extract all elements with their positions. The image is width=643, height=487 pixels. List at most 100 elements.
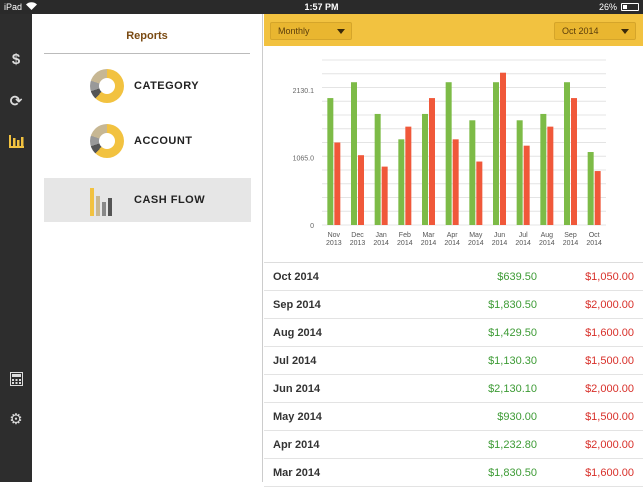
- report-cash-flow-label: CASH FLOW: [134, 194, 206, 206]
- period-dropdown[interactable]: Monthly: [270, 22, 352, 40]
- x-tick-label: Aug 2014: [539, 232, 555, 247]
- row-income: $639.50: [497, 271, 537, 283]
- table-row[interactable]: Jul 2014 $1,130.30 $1,500.00: [264, 347, 643, 375]
- x-tick-label: Dec 2013: [350, 232, 366, 247]
- row-month: Apr 2014: [273, 439, 320, 451]
- row-month: Jul 2014: [273, 355, 317, 367]
- expense-bar: [547, 126, 554, 225]
- x-tick-label: Nov 2013: [326, 232, 342, 247]
- income-bar: [493, 82, 499, 225]
- expense-bar: [381, 166, 388, 225]
- income-bar: [445, 82, 452, 225]
- row-income: $1,429.50: [488, 327, 537, 339]
- row-expense: $2,000.00: [585, 299, 634, 311]
- row-month: Oct 2014: [273, 271, 319, 283]
- income-bar: [422, 113, 428, 225]
- expense-bar: [571, 98, 577, 225]
- income-bar: [469, 120, 476, 225]
- report-cash-flow[interactable]: CASH FLOW: [44, 178, 251, 222]
- row-expense: $1,600.00: [585, 327, 634, 339]
- x-tick-label: Jan 2014: [373, 232, 389, 247]
- x-tick-label: Jun 2014: [492, 232, 508, 247]
- cash-flow-chart-svg: 0 1065.0 2130.1 Nov 2013 Dec 2013 Jan 2014 Feb 201…: [293, 59, 606, 247]
- reports-icon[interactable]: [0, 126, 32, 156]
- row-month: Aug 2014: [273, 327, 322, 339]
- battery-icon: [621, 3, 639, 11]
- donut-chart-icon: [90, 69, 124, 103]
- expense-bar: [594, 171, 601, 225]
- income-bar: [374, 113, 381, 225]
- row-income: $1,830.50: [488, 467, 537, 479]
- reports-panel: Reports CATEGORY ACCOUNT CASH FLOW: [32, 14, 263, 482]
- expense-bar: [452, 139, 459, 225]
- chevron-down-icon: [621, 29, 629, 34]
- y-tick-label: 2130.1: [293, 88, 315, 95]
- row-expense: $1,600.00: [585, 467, 634, 479]
- row-income: $2,130.10: [488, 383, 537, 395]
- wifi-icon: [26, 0, 38, 14]
- row-expense: $2,000.00: [585, 439, 634, 451]
- x-tick-label: May 2014: [468, 232, 484, 247]
- table-row[interactable]: May 2014 $930.00 $1,500.00: [264, 403, 643, 431]
- expense-bar: [476, 161, 483, 225]
- row-month: Sep 2014: [273, 299, 321, 311]
- gear-icon[interactable]: ⚙: [9, 411, 23, 428]
- row-month: May 2014: [273, 411, 322, 423]
- row-expense: $1,050.00: [585, 271, 634, 283]
- x-tick-label: Oct 2014: [586, 232, 602, 247]
- table-row[interactable]: Jun 2014 $2,130.10 $2,000.00: [264, 375, 643, 403]
- table-row[interactable]: Oct 2014 $639.50 $1,050.00: [264, 263, 643, 291]
- table-row[interactable]: Sep 2014 $1,830.50 $2,000.00: [264, 291, 643, 319]
- expense-bar: [334, 142, 341, 225]
- x-tick-label: Mar 2014: [421, 232, 437, 247]
- row-month: Jun 2014: [273, 383, 321, 395]
- row-expense: $2,000.00: [585, 383, 634, 395]
- row-income: $930.00: [497, 411, 537, 423]
- clock: 1:57 PM: [304, 2, 339, 12]
- y-tick-label: 1065.0: [293, 155, 315, 162]
- left-nav-rail: $ ⟳ ⚙: [0, 14, 32, 482]
- chevron-down-icon: [337, 29, 345, 34]
- x-tick-label: Sep 2014: [563, 232, 579, 247]
- x-tick-label: Jul 2014: [515, 232, 531, 247]
- income-bar: [516, 120, 523, 225]
- table-row[interactable]: Mar 2014 $1,830.50 $1,600.00: [264, 459, 643, 487]
- device-name: iPad: [4, 2, 23, 12]
- status-bar: iPad 1:57 PM 26%: [0, 0, 643, 14]
- period-dropdown-value: Monthly: [278, 26, 310, 36]
- income-bar: [398, 139, 405, 225]
- expense-bar: [358, 155, 364, 225]
- report-account[interactable]: ACCOUNT: [44, 119, 251, 163]
- report-category[interactable]: CATEGORY: [44, 64, 251, 108]
- expense-bar: [523, 145, 530, 225]
- report-toolbar: Monthly Oct 2014: [264, 14, 643, 46]
- donut-chart-icon: [90, 124, 124, 158]
- reports-title: Reports: [44, 30, 250, 54]
- row-income: $1,130.30: [488, 355, 537, 367]
- row-expense: $1,500.00: [585, 411, 634, 423]
- expense-bar: [405, 126, 412, 225]
- report-account-label: ACCOUNT: [134, 135, 193, 147]
- row-month: Mar 2014: [273, 467, 321, 479]
- table-row[interactable]: Aug 2014 $1,429.50 $1,600.00: [264, 319, 643, 347]
- sync-icon[interactable]: ⟳: [9, 93, 23, 110]
- cash-flow-chart: 0 1065.0 2130.1 Nov 2013 Dec 2013 Jan 2014 Feb 201…: [264, 46, 643, 260]
- row-expense: $1,500.00: [585, 355, 634, 367]
- x-tick-label: Apr 2014: [444, 232, 460, 247]
- income-bar: [564, 82, 570, 225]
- battery-percent: 26%: [598, 2, 617, 12]
- expense-bar: [500, 72, 506, 225]
- row-income: $1,830.50: [488, 299, 537, 311]
- dollar-icon[interactable]: $: [11, 50, 21, 68]
- bar-chart-icon: [90, 186, 124, 216]
- x-tick-label: Feb 2014: [397, 232, 413, 247]
- month-dropdown-value: Oct 2014: [562, 26, 599, 36]
- income-bar: [540, 113, 547, 225]
- calculator-icon[interactable]: [0, 364, 32, 394]
- y-tick-label: 0: [310, 223, 314, 230]
- report-category-label: CATEGORY: [134, 80, 200, 92]
- month-dropdown[interactable]: Oct 2014: [554, 22, 636, 40]
- cash-flow-table: Oct 2014 $639.50 $1,050.00 Sep 2014 $1,8…: [264, 262, 643, 487]
- income-bar: [351, 82, 357, 225]
- table-row[interactable]: Apr 2014 $1,232.80 $2,000.00: [264, 431, 643, 459]
